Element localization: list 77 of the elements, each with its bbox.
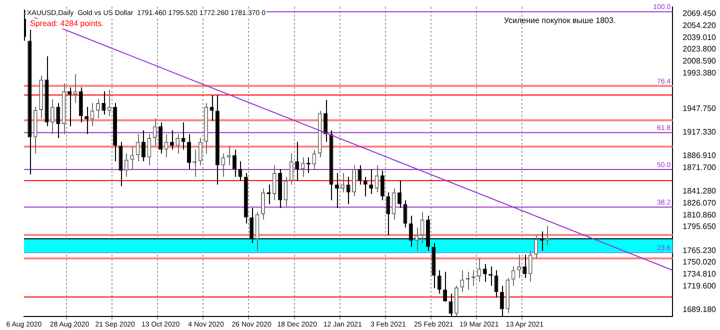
y-tick-label: 2023.800 <box>682 44 717 54</box>
candlestick <box>522 254 527 279</box>
candlestick <box>369 168 374 194</box>
candlestick <box>398 180 402 208</box>
candlestick <box>181 122 186 150</box>
y-tick-label: 1947.750 <box>682 104 717 113</box>
y-tick-label: 1917.330 <box>682 127 717 136</box>
candlestick <box>78 86 83 123</box>
candlestick <box>392 188 396 220</box>
candlestick <box>158 122 163 154</box>
candlestick <box>386 192 390 236</box>
candlestick <box>443 271 448 302</box>
candlestick <box>170 130 174 150</box>
candlestick <box>221 153 226 178</box>
candlestick <box>187 134 191 170</box>
candlestick <box>420 211 424 244</box>
candlestick <box>380 170 384 201</box>
candlestick <box>136 134 140 162</box>
y-tick-label: 1719.600 <box>682 281 717 290</box>
candlestick <box>324 99 328 142</box>
candlestick <box>90 102 94 127</box>
y-tick-label: 2069.450 <box>682 9 717 18</box>
y-tick-label: 1871.700 <box>682 162 717 172</box>
y-tick-label: 2008.590 <box>682 56 717 66</box>
candlestick <box>226 145 231 166</box>
candlestick <box>511 266 516 286</box>
candlestick <box>124 153 128 178</box>
candlestick <box>141 130 146 162</box>
y-tick-label: 1689.180 <box>682 304 717 314</box>
candlestick <box>147 134 152 166</box>
candlestick <box>534 234 538 260</box>
y-tick-label: 1810.860 <box>682 210 717 220</box>
candlestick <box>84 106 89 135</box>
candlestick <box>238 160 242 182</box>
candlestick <box>334 172 339 208</box>
y-tick-label: 1750.020 <box>682 258 717 267</box>
candlestick <box>482 264 487 282</box>
candlestick <box>472 270 476 286</box>
candlestick <box>289 153 294 186</box>
candlestick <box>460 270 464 293</box>
candlestick <box>130 145 134 170</box>
y-tick-label: 1886.910 <box>682 151 717 160</box>
candlestick <box>260 188 265 220</box>
candlestick <box>414 226 419 252</box>
candlestick <box>295 141 300 182</box>
candlestick <box>358 164 362 186</box>
y-tick-label: 2039.010 <box>682 32 717 42</box>
candlestick <box>50 98 54 135</box>
y-tick-label: 1765.230 <box>682 246 717 255</box>
candlestick <box>272 164 276 201</box>
candlestick <box>198 137 202 166</box>
candlestick <box>300 156 305 178</box>
candlestick <box>403 200 408 228</box>
candlestick <box>340 172 345 193</box>
candlestick <box>152 118 157 146</box>
y-tick-label: 1734.810 <box>682 269 717 278</box>
candlestick <box>437 270 442 294</box>
candlestick <box>312 149 316 170</box>
candlestick <box>477 258 482 282</box>
annotation: Усиление покупок выше 1803. <box>504 16 616 26</box>
candlestick <box>176 134 180 154</box>
candlestick <box>528 250 532 282</box>
candlestick <box>346 176 350 205</box>
candlestick <box>255 211 260 252</box>
candlestick <box>352 164 356 197</box>
y-tick-label: 1841.280 <box>682 186 717 196</box>
candlestick <box>102 90 106 116</box>
candlestick <box>96 98 100 120</box>
y-tick-label: 1993.380 <box>682 68 717 78</box>
y-tick-label: 1795.650 <box>682 222 717 232</box>
y-tick-label: 1826.070 <box>682 198 717 208</box>
candlestick <box>374 164 379 193</box>
text: Spread: 4284 points. <box>30 19 104 28</box>
candlestick <box>56 102 60 138</box>
y-tick-label: 2054.220 <box>682 20 717 30</box>
candlestick <box>232 149 237 178</box>
candlestick <box>284 176 288 207</box>
